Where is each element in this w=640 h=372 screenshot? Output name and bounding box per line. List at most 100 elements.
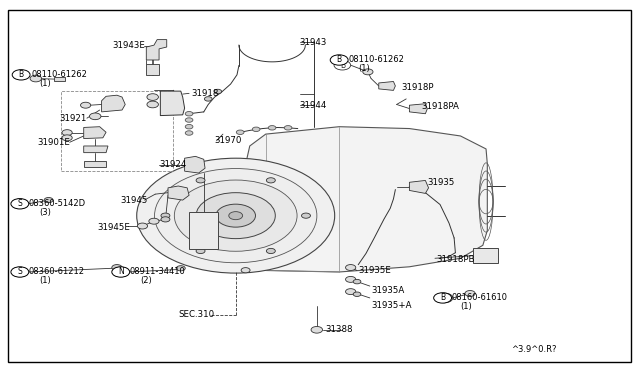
- Text: 31944: 31944: [300, 101, 327, 110]
- Text: N: N: [118, 267, 124, 276]
- Text: 31970: 31970: [214, 136, 242, 145]
- Text: 08110-61262: 08110-61262: [31, 70, 87, 79]
- Text: 08160-61610: 08160-61610: [452, 294, 508, 302]
- Circle shape: [138, 223, 148, 229]
- Text: 31901E: 31901E: [38, 138, 70, 147]
- Text: ^3.9^0.R?: ^3.9^0.R?: [511, 345, 557, 354]
- Circle shape: [266, 248, 275, 254]
- Polygon shape: [410, 104, 428, 114]
- Polygon shape: [84, 161, 106, 167]
- Polygon shape: [161, 91, 184, 116]
- Circle shape: [284, 126, 292, 130]
- Circle shape: [252, 127, 260, 132]
- Circle shape: [185, 118, 193, 122]
- Circle shape: [112, 267, 130, 277]
- Text: 31918PB: 31918PB: [436, 255, 475, 264]
- Text: B: B: [340, 61, 345, 70]
- Polygon shape: [246, 127, 487, 272]
- Text: 31918P: 31918P: [402, 83, 435, 92]
- Circle shape: [185, 125, 193, 129]
- Text: 08360-5142D: 08360-5142D: [29, 199, 86, 208]
- Text: 31921: 31921: [60, 114, 87, 123]
- Text: 31935E: 31935E: [358, 266, 391, 275]
- Text: 31943: 31943: [300, 38, 327, 47]
- Text: 31945: 31945: [121, 196, 148, 205]
- Bar: [61, 92, 173, 171]
- Circle shape: [196, 178, 205, 183]
- Circle shape: [334, 60, 351, 70]
- Circle shape: [301, 213, 310, 218]
- Circle shape: [346, 276, 356, 282]
- Polygon shape: [147, 39, 167, 60]
- Circle shape: [113, 267, 129, 277]
- Text: 31924: 31924: [159, 160, 186, 169]
- Text: 31935+A: 31935+A: [371, 301, 412, 310]
- Polygon shape: [168, 186, 189, 200]
- Circle shape: [268, 126, 276, 130]
- Text: S: S: [17, 199, 22, 208]
- Text: S: S: [17, 267, 22, 276]
- Text: B: B: [19, 70, 24, 79]
- Circle shape: [282, 179, 292, 185]
- Text: 31388: 31388: [325, 325, 353, 334]
- Circle shape: [346, 264, 356, 270]
- Bar: [189, 212, 218, 249]
- Text: 31918PA: 31918PA: [421, 102, 459, 111]
- Text: (1): (1): [461, 302, 472, 311]
- Circle shape: [161, 217, 170, 222]
- Text: (1): (1): [39, 276, 51, 285]
- Circle shape: [436, 293, 453, 303]
- Circle shape: [154, 169, 317, 263]
- Circle shape: [204, 97, 212, 101]
- Circle shape: [12, 70, 30, 80]
- Circle shape: [363, 69, 373, 75]
- Text: 31918: 31918: [191, 89, 218, 98]
- Polygon shape: [410, 180, 429, 193]
- Polygon shape: [84, 146, 108, 153]
- Text: 08360-61212: 08360-61212: [29, 267, 84, 276]
- Circle shape: [185, 131, 193, 135]
- Circle shape: [81, 102, 91, 108]
- Circle shape: [216, 204, 255, 227]
- Polygon shape: [84, 127, 106, 138]
- Circle shape: [353, 292, 361, 296]
- Circle shape: [12, 199, 28, 209]
- Polygon shape: [147, 64, 159, 75]
- Text: 31945E: 31945E: [98, 223, 131, 232]
- Circle shape: [330, 55, 348, 65]
- Circle shape: [282, 199, 292, 205]
- Circle shape: [196, 193, 275, 238]
- Circle shape: [228, 212, 243, 220]
- Circle shape: [282, 220, 292, 226]
- Circle shape: [353, 279, 361, 284]
- Circle shape: [62, 130, 72, 136]
- Circle shape: [236, 130, 244, 135]
- Text: 31935: 31935: [428, 178, 454, 187]
- Text: S: S: [17, 267, 22, 276]
- Circle shape: [465, 291, 475, 296]
- Circle shape: [11, 267, 29, 277]
- Circle shape: [434, 293, 452, 303]
- Circle shape: [137, 158, 335, 273]
- Text: 31943E: 31943E: [113, 41, 145, 51]
- Polygon shape: [54, 77, 65, 81]
- Text: 08110-61262: 08110-61262: [349, 55, 404, 64]
- Text: B: B: [442, 294, 447, 302]
- Text: 31935A: 31935A: [371, 286, 404, 295]
- Circle shape: [62, 135, 72, 141]
- Polygon shape: [102, 95, 125, 112]
- Circle shape: [346, 289, 356, 295]
- Circle shape: [12, 267, 28, 277]
- Circle shape: [214, 89, 221, 94]
- Circle shape: [161, 213, 170, 218]
- Text: S: S: [17, 199, 22, 208]
- Bar: [473, 247, 497, 263]
- Circle shape: [266, 178, 275, 183]
- Circle shape: [311, 327, 323, 333]
- Text: SEC.310: SEC.310: [178, 311, 214, 320]
- Text: B: B: [337, 55, 342, 64]
- Circle shape: [174, 180, 297, 251]
- Text: (2): (2): [140, 276, 152, 285]
- Circle shape: [241, 267, 250, 273]
- Circle shape: [11, 199, 29, 209]
